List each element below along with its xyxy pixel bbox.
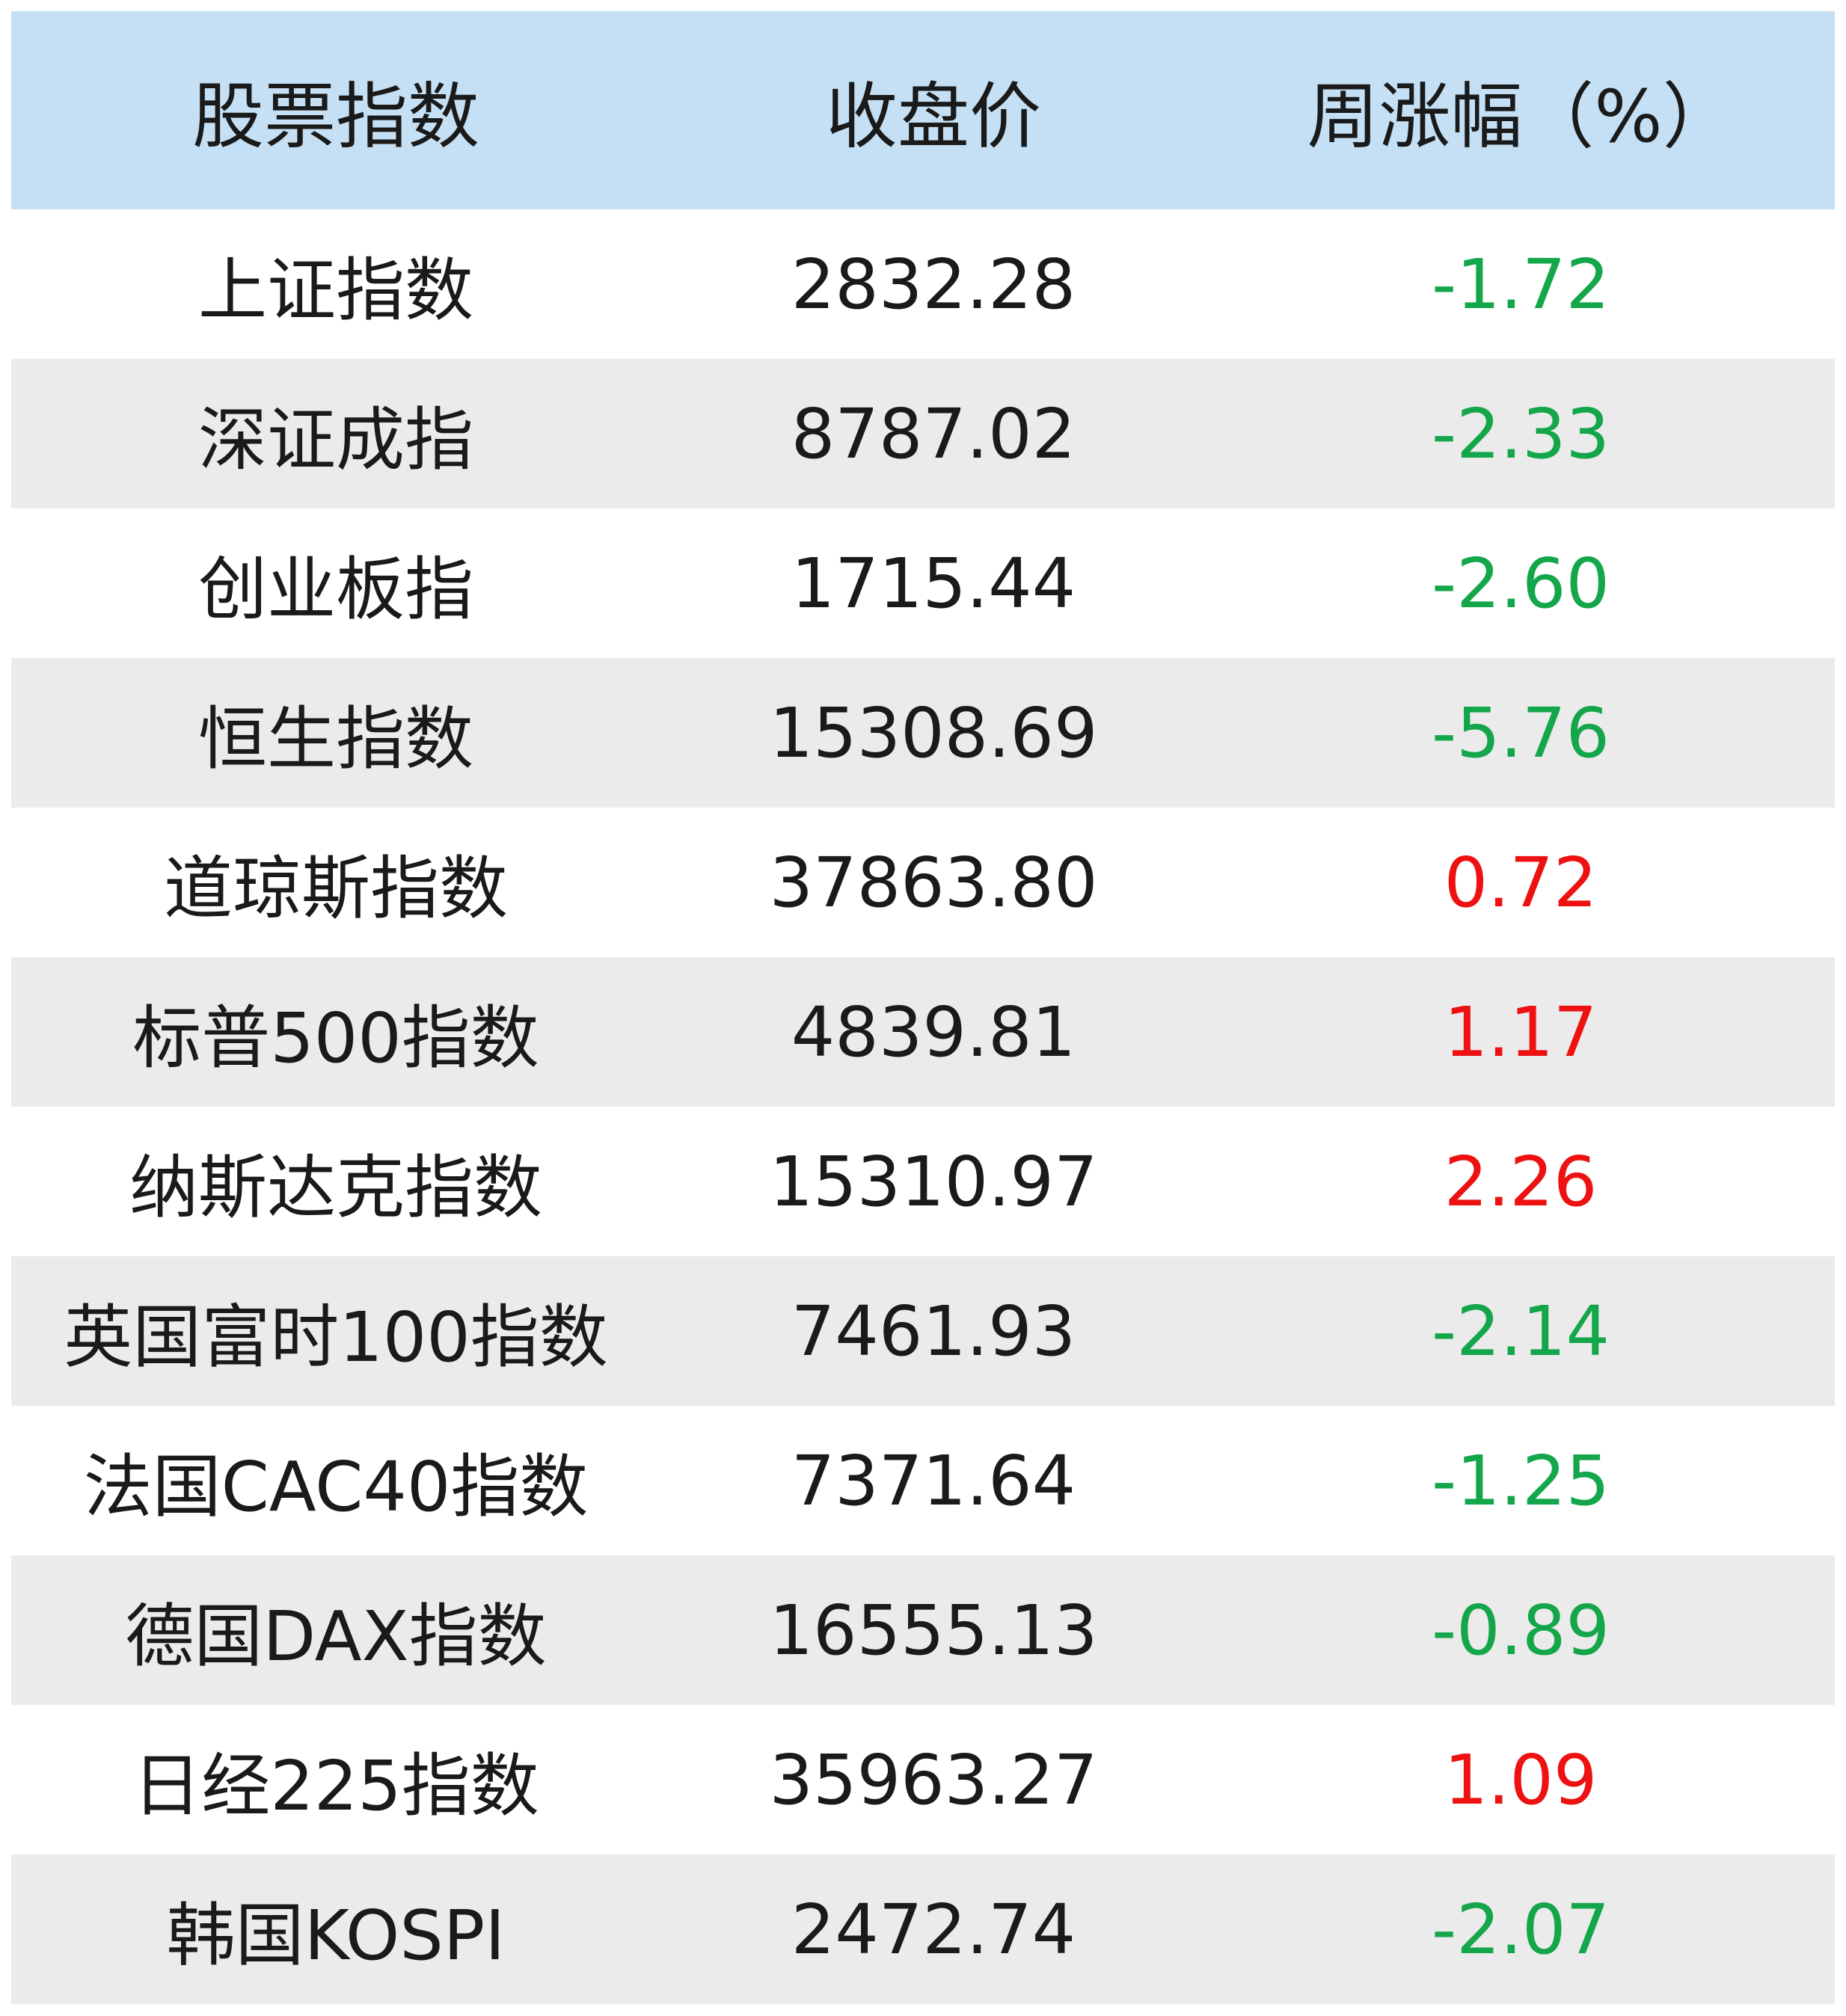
index-name: 恒生指数 [197, 698, 473, 779]
stock-index-table: 股票指数 收盘价 周涨幅（%） 上证指数 2832.28 -1.72 深证成指 … [11, 11, 1835, 2004]
index-name: 创业板指 [197, 549, 473, 630]
header-weekly-change: 周涨幅（%） [1307, 75, 1735, 159]
table-row: 上证指数 2832.28 -1.72 [11, 209, 1835, 359]
table-row: 恒生指数 15308.69 -5.76 [11, 658, 1835, 808]
closing-price: 37863.80 [769, 842, 1098, 923]
table-row: 标普500指数 4839.81 1.17 [11, 957, 1835, 1107]
table-row: 道琼斯指数 37863.80 0.72 [11, 808, 1835, 957]
weekly-change: 1.17 [1444, 992, 1598, 1072]
index-name: 纳斯达克指数 [129, 1147, 542, 1228]
weekly-change: -2.33 [1431, 393, 1610, 474]
closing-price: 15310.97 [769, 1141, 1098, 1222]
index-name: 道琼斯指数 [163, 848, 508, 929]
table-row: 创业板指 1715.44 -2.60 [11, 508, 1835, 658]
index-name: 德国DAX指数 [125, 1596, 547, 1677]
index-name: 上证指数 [197, 250, 473, 331]
table-header: 股票指数 收盘价 周涨幅（%） [11, 11, 1835, 209]
index-name: 深证成指 [197, 399, 473, 480]
table-row: 纳斯达克指数 15310.97 2.26 [11, 1107, 1835, 1256]
index-name: 标普500指数 [132, 998, 539, 1078]
closing-price: 2472.74 [791, 1889, 1076, 1970]
closing-price: 7461.93 [791, 1291, 1076, 1371]
weekly-change: -2.60 [1431, 543, 1610, 624]
closing-price: 7371.64 [791, 1440, 1076, 1521]
closing-price: 35963.27 [769, 1739, 1098, 1820]
table-row: 韩国KOSPI 2472.74 -2.07 [11, 1854, 1835, 2004]
closing-price: 4839.81 [791, 992, 1076, 1072]
weekly-change: -2.07 [1431, 1889, 1610, 1970]
closing-price: 2832.28 [791, 244, 1076, 325]
table-row: 英国富时100指数 7461.93 -2.14 [11, 1256, 1835, 1406]
weekly-change: -2.14 [1431, 1291, 1610, 1371]
closing-price: 16555.13 [769, 1590, 1098, 1671]
weekly-change: -1.72 [1431, 244, 1610, 325]
weekly-change: 0.72 [1444, 842, 1598, 923]
closing-price: 15308.69 [769, 692, 1098, 773]
table-row: 德国DAX指数 16555.13 -0.89 [11, 1555, 1835, 1705]
weekly-change: -5.76 [1431, 692, 1610, 773]
closing-price: 1715.44 [791, 543, 1076, 624]
weekly-change: -1.25 [1431, 1440, 1610, 1521]
weekly-change: -0.89 [1431, 1590, 1610, 1671]
index-name: 韩国KOSPI [166, 1895, 506, 1976]
table-row: 法国CAC40指数 7371.64 -1.25 [11, 1406, 1835, 1555]
closing-price: 8787.02 [791, 393, 1076, 474]
header-closing-price: 收盘价 [826, 75, 1041, 159]
index-name: 英国富时100指数 [64, 1297, 608, 1377]
weekly-change: 2.26 [1444, 1141, 1598, 1222]
weekly-change: 1.09 [1444, 1739, 1598, 1820]
index-name: 法国CAC40指数 [83, 1446, 589, 1527]
index-name: 日经225指数 [132, 1745, 539, 1826]
table-row: 深证成指 8787.02 -2.33 [11, 359, 1835, 508]
table-row: 日经225指数 35963.27 1.09 [11, 1705, 1835, 1854]
header-index-name: 股票指数 [192, 75, 479, 159]
